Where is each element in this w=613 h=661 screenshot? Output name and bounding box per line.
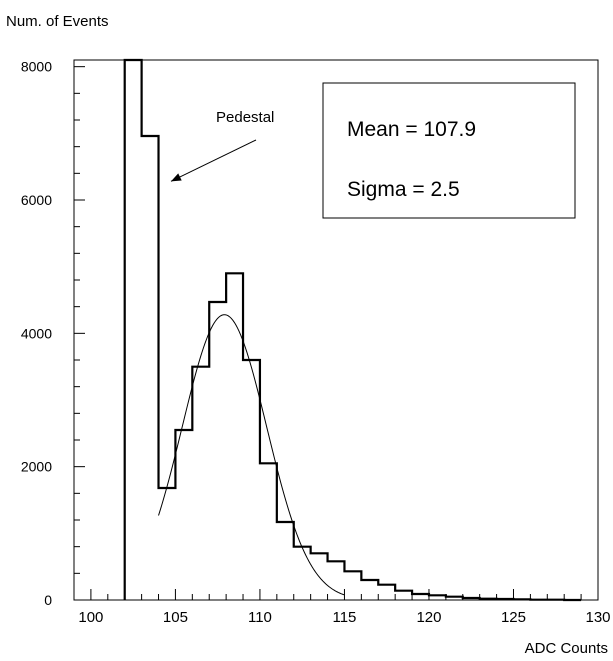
x-tick-label: 130: [585, 609, 610, 626]
gaussian-fit-curve: [158, 314, 345, 596]
histogram-bin: [243, 360, 260, 600]
x-tick-label: 100: [78, 609, 103, 626]
y-axis-ticks: 0 2000 4000 6000 8000: [21, 59, 85, 608]
x-tick-label: 110: [248, 609, 272, 626]
x-tick-label: 105: [163, 609, 188, 626]
y-tick-label: 6000: [21, 192, 52, 208]
histogram-bin: [192, 367, 209, 600]
pedestal-label: Pedestal: [216, 109, 274, 126]
histogram-bin: [142, 136, 159, 600]
histogram-bin: [125, 60, 142, 600]
y-tick-label: 8000: [21, 59, 52, 75]
x-tick-label: 120: [416, 609, 441, 626]
stats-mean: Mean = 107.9: [347, 118, 476, 141]
pedestal-arrow-head: [170, 173, 182, 182]
y-tick-label: 4000: [21, 325, 52, 341]
histogram-bin: [361, 580, 378, 600]
histogram-bin: [159, 488, 176, 600]
pedestal-arrow-line: [170, 139, 257, 182]
histogram-bin: [395, 591, 412, 600]
histogram-bin: [209, 302, 226, 600]
histogram-bin: [260, 463, 277, 600]
y-tick-label: 0: [44, 592, 52, 608]
x-tick-label: 125: [501, 609, 526, 626]
pedestal-annotation: Pedestal: [170, 109, 274, 182]
stats-sigma: Sigma = 2.5: [347, 178, 460, 201]
x-tick-label: 115: [332, 609, 356, 626]
stats-box-frame: [322, 82, 576, 219]
plot-frame: [73, 59, 599, 601]
x-axis-label: ADC Counts: [525, 640, 608, 657]
histogram-bin: [175, 430, 192, 600]
stats-box: Mean = 107.9 Sigma = 2.5: [322, 82, 576, 219]
histogram-bin: [294, 547, 311, 600]
histogram-outline: [123, 58, 582, 602]
y-axis-label: Num. of Events: [6, 13, 109, 30]
y-tick-label: 2000: [21, 459, 52, 475]
histogram-bin: [277, 522, 294, 600]
histogram-bin: [344, 571, 361, 600]
histogram-bin: [378, 585, 395, 600]
